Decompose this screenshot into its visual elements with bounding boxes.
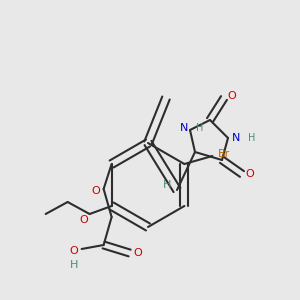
Text: H: H	[163, 180, 171, 190]
Text: N: N	[180, 123, 188, 133]
Text: H: H	[196, 123, 204, 133]
Text: H: H	[69, 260, 78, 270]
Text: O: O	[69, 246, 78, 256]
Text: H: H	[248, 133, 256, 143]
Text: N: N	[232, 133, 240, 143]
Text: O: O	[91, 186, 100, 196]
Text: O: O	[246, 169, 254, 179]
Text: O: O	[228, 91, 236, 101]
Text: O: O	[79, 215, 88, 225]
Text: Br: Br	[218, 149, 230, 159]
Text: O: O	[133, 248, 142, 258]
